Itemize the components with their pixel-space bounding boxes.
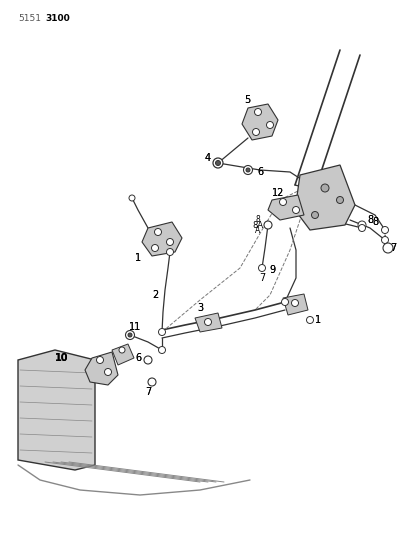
Text: 11: 11: [128, 322, 141, 332]
Text: 3: 3: [196, 303, 202, 313]
Text: 8: 8: [371, 217, 377, 227]
Polygon shape: [142, 222, 182, 256]
Text: 2: 2: [151, 290, 158, 300]
Text: 1: 1: [314, 315, 320, 325]
Text: 6: 6: [135, 353, 141, 363]
Circle shape: [380, 237, 388, 244]
Polygon shape: [195, 313, 221, 332]
Text: 7: 7: [144, 387, 151, 397]
Text: 8A: 8A: [252, 221, 263, 230]
Circle shape: [306, 317, 313, 324]
Circle shape: [263, 221, 271, 229]
Polygon shape: [267, 195, 303, 220]
Text: 9: 9: [268, 265, 274, 275]
Text: 12: 12: [271, 188, 283, 198]
Text: 1: 1: [135, 253, 141, 263]
Polygon shape: [282, 294, 307, 315]
Circle shape: [204, 319, 211, 326]
Circle shape: [158, 328, 165, 335]
Circle shape: [154, 229, 161, 236]
Circle shape: [281, 298, 288, 305]
Circle shape: [252, 128, 259, 135]
Text: 12: 12: [271, 188, 283, 198]
Circle shape: [380, 227, 388, 233]
Circle shape: [166, 248, 173, 255]
Circle shape: [144, 356, 152, 364]
Circle shape: [266, 122, 273, 128]
Circle shape: [128, 333, 132, 337]
Text: 5: 5: [243, 95, 249, 105]
Circle shape: [254, 109, 261, 116]
Text: 1: 1: [314, 315, 320, 325]
Text: 2: 2: [151, 290, 158, 300]
Circle shape: [291, 300, 298, 306]
Circle shape: [292, 206, 299, 214]
Text: 7: 7: [144, 387, 151, 397]
Text: 3: 3: [196, 303, 202, 313]
Text: 7: 7: [389, 243, 395, 253]
Text: 6: 6: [256, 167, 263, 177]
Text: 4: 4: [204, 153, 211, 163]
Polygon shape: [18, 350, 95, 470]
Circle shape: [213, 158, 222, 168]
Circle shape: [320, 184, 328, 192]
Circle shape: [279, 198, 286, 206]
Text: 7: 7: [258, 273, 265, 283]
Circle shape: [311, 212, 318, 219]
Circle shape: [125, 330, 134, 340]
Circle shape: [104, 368, 111, 376]
Circle shape: [129, 195, 135, 201]
Polygon shape: [241, 104, 277, 140]
Text: 9: 9: [268, 265, 274, 275]
Text: 8
A: 8 A: [255, 215, 260, 235]
Circle shape: [148, 378, 155, 386]
Circle shape: [119, 347, 125, 353]
Polygon shape: [85, 352, 118, 385]
Polygon shape: [112, 344, 134, 365]
Circle shape: [166, 238, 173, 246]
Text: 5: 5: [243, 95, 249, 105]
Circle shape: [357, 224, 364, 231]
Text: 6: 6: [135, 353, 141, 363]
Text: 8: 8: [366, 215, 372, 225]
Circle shape: [357, 221, 365, 229]
Circle shape: [245, 168, 249, 172]
Text: 10: 10: [55, 353, 69, 363]
Text: 8: 8: [366, 215, 372, 225]
Text: 10: 10: [55, 353, 69, 363]
Circle shape: [336, 197, 343, 204]
Text: 7: 7: [389, 243, 395, 253]
Circle shape: [215, 160, 220, 166]
Text: 11: 11: [128, 322, 141, 332]
Circle shape: [382, 243, 392, 253]
Circle shape: [158, 346, 165, 353]
Text: 3100: 3100: [45, 14, 70, 23]
Circle shape: [258, 264, 265, 271]
Text: 6: 6: [256, 167, 263, 177]
Polygon shape: [294, 165, 354, 230]
Text: 1: 1: [135, 253, 141, 263]
Circle shape: [243, 166, 252, 174]
Text: 5151: 5151: [18, 14, 41, 23]
Text: 4: 4: [204, 153, 211, 163]
Text: 8: 8: [371, 217, 377, 227]
Circle shape: [96, 357, 103, 364]
Circle shape: [151, 245, 158, 252]
